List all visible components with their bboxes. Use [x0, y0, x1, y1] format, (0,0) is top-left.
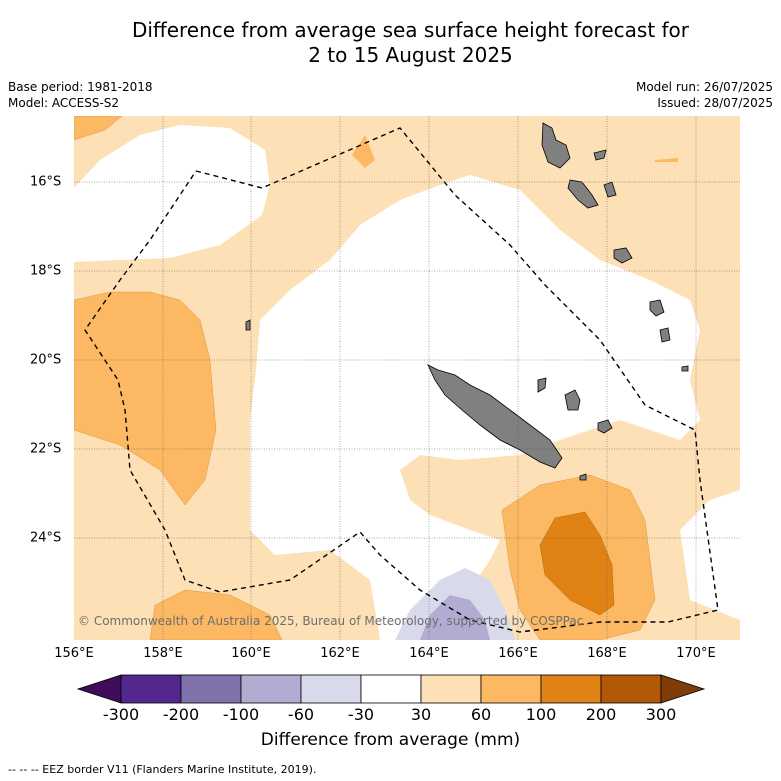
colorbar-arrow-low: [76, 674, 122, 704]
colorbar-segment: [480, 674, 542, 704]
vanuatu-espiritu-santo: [541, 122, 571, 169]
longitude-label: 168°E: [587, 646, 627, 661]
colorbar-segment: [180, 674, 242, 704]
longitude-label: 156°E: [54, 646, 94, 661]
latitude-label: 18°S: [30, 263, 62, 279]
colorbar-segment: [120, 674, 182, 704]
latitude-label: 20°S: [30, 352, 62, 368]
gridlines: [74, 116, 740, 640]
loyalty-island-3: [537, 377, 547, 393]
meta-right: Model run: 26/07/2025 Issued: 28/07/2025: [636, 79, 773, 111]
colorbar-segment: [300, 674, 362, 704]
issued-date: Issued: 28/07/2025: [657, 96, 773, 110]
longitude-label: 164°E: [409, 646, 449, 661]
colorbar-tick-label: -200: [162, 705, 200, 724]
neutral-region-northwest: [74, 125, 270, 262]
loyalty-island-1: [564, 389, 581, 411]
colorbar-tick-label: 100: [525, 705, 557, 724]
aneityum-island: [659, 327, 671, 343]
latitude-label: 22°S: [30, 441, 62, 457]
anomaly-60-100-north-small: [352, 135, 375, 168]
colorbar-segment: [420, 674, 482, 704]
colorbar-arrow-high: [660, 674, 706, 704]
model-run: Model run: 26/07/2025: [635, 80, 773, 94]
meta-left: Base period: 1981-2018 Model: ACCESS-S2: [8, 79, 153, 111]
colorbar-tick-label: -60: [287, 705, 315, 724]
small-island-east: [681, 365, 689, 372]
small-island-south: [579, 473, 587, 481]
anomaly-60-100-south-west: [149, 589, 283, 640]
loyalty-island-2: [597, 419, 613, 434]
colorbar-segment: [240, 674, 302, 704]
new-caledonia-island: [427, 364, 563, 469]
colorbar-label: Difference from average (mm): [260, 730, 521, 750]
eez-footnote: -- -- -- EEZ border V11 (Flanders Marine…: [8, 763, 317, 776]
anomaly-100-200: [539, 511, 615, 616]
title-line-1: Difference from average sea surface heig…: [131, 18, 690, 42]
eez-border: [84, 127, 719, 633]
longitude-label: 170°E: [676, 646, 716, 661]
colorbar-tick-label: -100: [222, 705, 260, 724]
tanna-island: [649, 299, 665, 317]
base-period: Base period: 1981-2018: [8, 80, 153, 94]
longitude-label: 162°E: [320, 646, 360, 661]
colorbar-tick-label: 30: [410, 705, 432, 724]
colorbar-segment: [600, 674, 662, 704]
vanuatu-small-island-1: [593, 149, 607, 161]
neutral-region-east: [680, 490, 740, 620]
anomaly-60-100-west: [74, 291, 217, 506]
colorbar: [76, 674, 706, 704]
colorbar-tick-label: 200: [585, 705, 617, 724]
chart-title: Difference from average sea surface heig…: [0, 18, 781, 68]
anomaly-60-100-north: [74, 116, 123, 141]
anomaly-minus-60-100: [420, 595, 490, 640]
model-name: Model: ACCESS-S2: [8, 96, 120, 110]
colorbar-tick-label: 60: [470, 705, 492, 724]
colorbar-tick-label: -300: [102, 705, 140, 724]
title-line-2: 2 to 15 August 2025: [308, 43, 513, 67]
latitude-label: 16°S: [30, 174, 62, 190]
colorbar-segment: [360, 674, 422, 704]
vanuatu-malekula: [567, 179, 599, 209]
colorbar-tick-label: -30: [347, 705, 375, 724]
latitude-label: 24°S: [30, 530, 62, 546]
longitude-label: 166°E: [498, 646, 538, 661]
small-island-west: [245, 319, 251, 331]
vanuatu-efate: [613, 247, 633, 264]
colorbar-tick-label: 300: [645, 705, 677, 724]
longitude-label: 158°E: [143, 646, 183, 661]
copyright-notice: © Commonwealth of Australia 2025, Bureau…: [78, 614, 584, 628]
colorbar-segment: [540, 674, 602, 704]
longitude-label: 160°E: [231, 646, 271, 661]
vanuatu-small-island-2: [603, 181, 617, 198]
anomaly-60-100-east-small: [655, 158, 678, 162]
land-masses: [245, 122, 689, 481]
